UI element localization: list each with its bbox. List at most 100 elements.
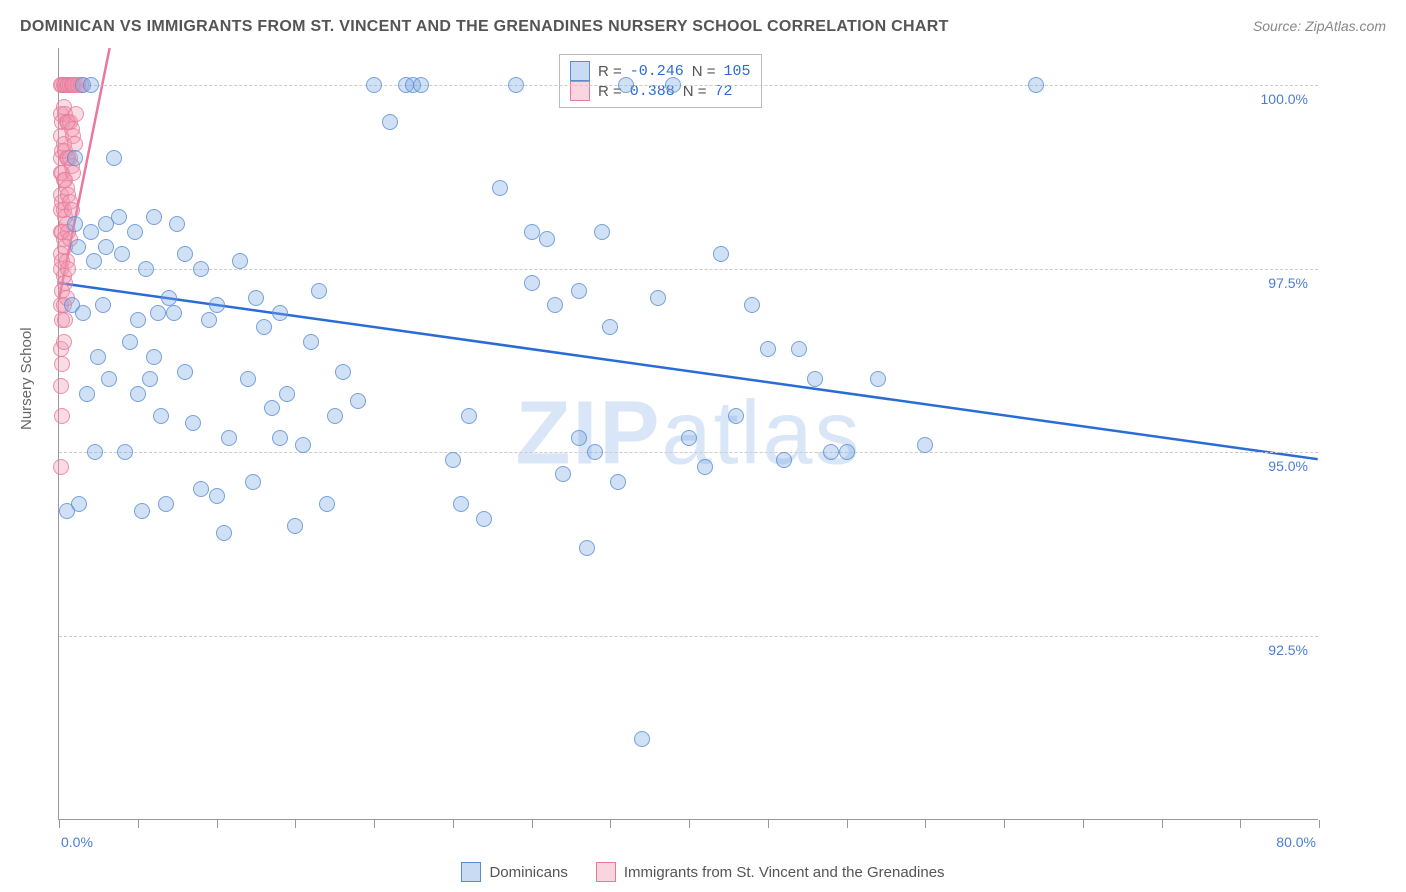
data-point	[776, 452, 792, 468]
data-point	[130, 312, 146, 328]
data-point	[53, 459, 69, 475]
data-point	[221, 430, 237, 446]
legend-label: Immigrants from St. Vincent and the Gren…	[624, 864, 945, 881]
x-tick-mark	[1004, 820, 1005, 828]
data-point	[461, 408, 477, 424]
data-point	[245, 474, 261, 490]
legend-item-blue: Dominicans	[461, 862, 567, 882]
data-point	[248, 290, 264, 306]
x-tick-mark	[689, 820, 690, 828]
data-point	[67, 216, 83, 232]
data-point	[71, 496, 87, 512]
x-tick-mark	[1319, 820, 1320, 828]
data-point	[350, 393, 366, 409]
x-tick-mark	[295, 820, 296, 828]
x-tick-mark	[1240, 820, 1241, 828]
data-point	[760, 341, 776, 357]
data-point	[492, 180, 508, 196]
data-point	[571, 283, 587, 299]
x-tick-mark	[847, 820, 848, 828]
data-point	[823, 444, 839, 460]
data-point	[54, 408, 70, 424]
x-tick-mark	[1083, 820, 1084, 828]
x-tick-mark	[1162, 820, 1163, 828]
data-point	[83, 224, 99, 240]
y-tick-label: 100.0%	[1261, 91, 1308, 107]
data-point	[791, 341, 807, 357]
gridline	[59, 452, 1318, 453]
data-point	[650, 290, 666, 306]
data-point	[67, 136, 83, 152]
data-point	[697, 459, 713, 475]
data-point	[413, 77, 429, 93]
data-point	[75, 305, 91, 321]
data-point	[216, 525, 232, 541]
data-point	[158, 496, 174, 512]
data-point	[327, 408, 343, 424]
data-point	[445, 452, 461, 468]
gridline	[59, 85, 1318, 86]
legend-label: Dominicans	[489, 864, 567, 881]
data-point	[303, 334, 319, 350]
data-point	[169, 216, 185, 232]
data-point	[146, 349, 162, 365]
data-point	[1028, 77, 1044, 93]
data-point	[138, 261, 154, 277]
x-tick-mark	[453, 820, 454, 828]
watermark-bold: ZIP	[515, 383, 661, 483]
data-point	[335, 364, 351, 380]
data-point	[272, 305, 288, 321]
data-point	[508, 77, 524, 93]
data-point	[209, 297, 225, 313]
data-point	[86, 253, 102, 269]
data-point	[166, 305, 182, 321]
data-point	[524, 224, 540, 240]
data-point	[264, 400, 280, 416]
data-point	[587, 444, 603, 460]
data-point	[547, 297, 563, 313]
data-point	[917, 437, 933, 453]
data-point	[193, 481, 209, 497]
data-point	[111, 209, 127, 225]
data-point	[744, 297, 760, 313]
data-point	[95, 297, 111, 313]
data-point	[571, 430, 587, 446]
x-tick-mark	[374, 820, 375, 828]
x-tick-label: 80.0%	[1276, 834, 1316, 850]
data-point	[67, 150, 83, 166]
data-point	[114, 246, 130, 262]
y-tick-label: 95.0%	[1268, 458, 1308, 474]
x-tick-mark	[59, 820, 60, 828]
data-point	[382, 114, 398, 130]
data-point	[728, 408, 744, 424]
y-tick-label: 92.5%	[1268, 642, 1308, 658]
data-point	[193, 261, 209, 277]
data-point	[57, 312, 73, 328]
stats-row-blue: R = -0.246 N = 105	[570, 61, 751, 81]
data-point	[579, 540, 595, 556]
data-point	[153, 408, 169, 424]
data-point	[272, 430, 288, 446]
data-point	[319, 496, 335, 512]
data-point	[870, 371, 886, 387]
data-point	[539, 231, 555, 247]
data-point	[146, 209, 162, 225]
data-point	[366, 77, 382, 93]
data-point	[98, 239, 114, 255]
data-point	[79, 386, 95, 402]
data-point	[70, 239, 86, 255]
data-point	[476, 511, 492, 527]
plot-area: ZIPatlas R = -0.246 N = 105 R = 0.388 N …	[58, 48, 1318, 820]
data-point	[453, 496, 469, 512]
data-point	[185, 415, 201, 431]
x-tick-mark	[217, 820, 218, 828]
data-point	[87, 444, 103, 460]
square-icon	[461, 862, 481, 882]
data-point	[279, 386, 295, 402]
data-point	[106, 150, 122, 166]
data-point	[665, 77, 681, 93]
data-point	[134, 503, 150, 519]
data-point	[311, 283, 327, 299]
data-point	[839, 444, 855, 460]
y-axis-label: Nursery School	[18, 327, 35, 430]
